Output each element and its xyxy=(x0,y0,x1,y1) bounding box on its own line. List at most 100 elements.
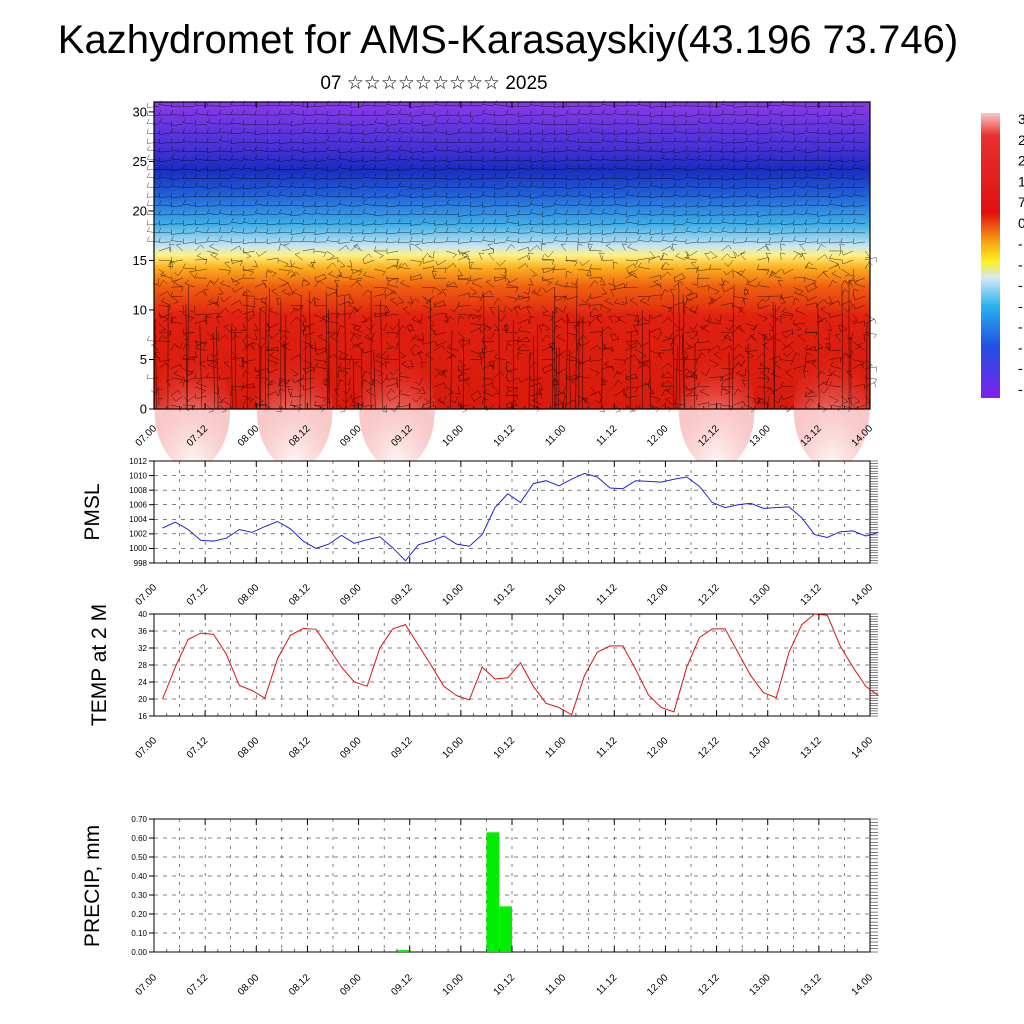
wind-barb xyxy=(601,159,614,161)
wind-barb-flag xyxy=(664,289,670,293)
wind-barb-flag xyxy=(362,229,364,235)
wind-barb xyxy=(171,123,183,127)
wind-barb-flag xyxy=(526,297,530,303)
pmsl-y-tick-label: 1000 xyxy=(129,544,147,553)
wind-barb xyxy=(781,169,794,171)
wind-barb xyxy=(589,277,602,279)
wind-barb-flag xyxy=(363,271,367,276)
wind-barb-flag xyxy=(182,182,185,188)
wind-streak xyxy=(380,299,383,410)
wind-barb-flag xyxy=(529,174,532,179)
wind-barb xyxy=(542,132,554,135)
wind-streak xyxy=(865,323,868,410)
wind-barb xyxy=(816,271,824,279)
wind-barb xyxy=(853,194,866,197)
wind-barb xyxy=(601,365,613,370)
wind-barb xyxy=(422,196,435,198)
wind-barb xyxy=(290,186,303,188)
wind-barb xyxy=(457,386,461,395)
wind-barb xyxy=(328,273,339,279)
temp-y-tick-label: 32 xyxy=(138,644,147,653)
wind-barb-flag xyxy=(209,337,215,341)
wind-barb xyxy=(614,286,626,290)
wind-barb-flag xyxy=(767,378,770,384)
wind-barb-flag xyxy=(793,145,797,150)
wind-barb-flag xyxy=(733,174,735,180)
wind-barb xyxy=(683,307,686,315)
wind-barb-flag xyxy=(829,381,832,386)
wind-barb xyxy=(351,401,363,406)
wind-barb-flag xyxy=(445,236,449,242)
wind-barb-flag xyxy=(278,165,281,171)
wind-barb-flag xyxy=(182,192,185,198)
wind-barb xyxy=(816,254,826,261)
wind-barb xyxy=(434,287,443,293)
wind-barb xyxy=(793,132,806,135)
wind-barb xyxy=(577,168,590,170)
wind-barb xyxy=(601,278,606,286)
wind-barb-flag xyxy=(386,136,390,141)
wind-barb-flag xyxy=(790,360,794,366)
wind-barb xyxy=(765,252,770,261)
wind-barb-flag xyxy=(688,292,694,295)
wind-barb xyxy=(555,283,566,288)
wind-barb xyxy=(231,187,243,190)
wind-barb xyxy=(182,358,195,360)
wind-barb xyxy=(147,223,160,226)
wind-barb-flag xyxy=(348,301,351,307)
wind-barb-flag xyxy=(326,201,328,207)
wind-barb-flag xyxy=(505,201,508,206)
wind-barb-flag xyxy=(634,354,637,360)
wind-barb-flag xyxy=(314,118,317,124)
wind-barb xyxy=(457,316,460,324)
wind-barb xyxy=(722,377,734,381)
wind-barb xyxy=(748,277,758,284)
wind-barb xyxy=(685,185,698,188)
wind-barb-flag xyxy=(254,191,257,197)
wind-barb-flag xyxy=(460,365,466,368)
pmsl-x-tick-label: 12.00 xyxy=(645,582,671,608)
wind-barb-flag xyxy=(661,372,664,378)
wind-barb xyxy=(757,123,770,126)
wind-streak xyxy=(185,303,188,410)
wind-barb-flag xyxy=(529,226,533,232)
wind-barb xyxy=(206,250,218,255)
wind-barb xyxy=(338,294,351,297)
wind-barb-flag xyxy=(769,184,771,190)
wind-barb-flag xyxy=(386,145,389,151)
wind-barb xyxy=(171,196,183,199)
wind-barb xyxy=(218,335,225,342)
wind-barb xyxy=(829,404,841,408)
wind-barb-flag xyxy=(733,147,735,153)
wind-barb xyxy=(673,123,686,126)
wind-barb-flag xyxy=(323,252,327,258)
wind-barb xyxy=(458,241,471,244)
wind-barb xyxy=(434,186,447,188)
wind-barb xyxy=(805,302,817,306)
wind-barb-flag xyxy=(287,270,291,276)
wind-barb-flag xyxy=(852,137,856,143)
wind-barb xyxy=(183,122,195,125)
wind-barb-flag xyxy=(723,334,729,338)
wind-barb-flag xyxy=(234,283,240,286)
wind-barb xyxy=(294,254,303,261)
wind-barb xyxy=(446,223,459,226)
wind-barb xyxy=(434,122,447,125)
wind-barb-flag xyxy=(763,318,768,322)
wind-barb-flag xyxy=(486,325,491,330)
wind-barb xyxy=(793,240,806,243)
wind-barb-flag xyxy=(829,361,834,366)
wind-barb xyxy=(243,250,255,254)
wind-barb xyxy=(362,379,364,387)
wind-barb-flag xyxy=(505,327,508,333)
wind-barb-flag xyxy=(398,109,402,114)
wind-barb xyxy=(386,383,397,388)
wind-barb-flag xyxy=(586,270,590,276)
wind-barb xyxy=(158,323,166,330)
wind-barb-flag xyxy=(254,110,257,116)
wind-barb-flag xyxy=(170,145,174,151)
wind-barb xyxy=(733,250,737,259)
wind-barb-flag xyxy=(362,258,365,264)
wind-barb-flag xyxy=(450,308,455,313)
wind-barb xyxy=(242,268,254,273)
